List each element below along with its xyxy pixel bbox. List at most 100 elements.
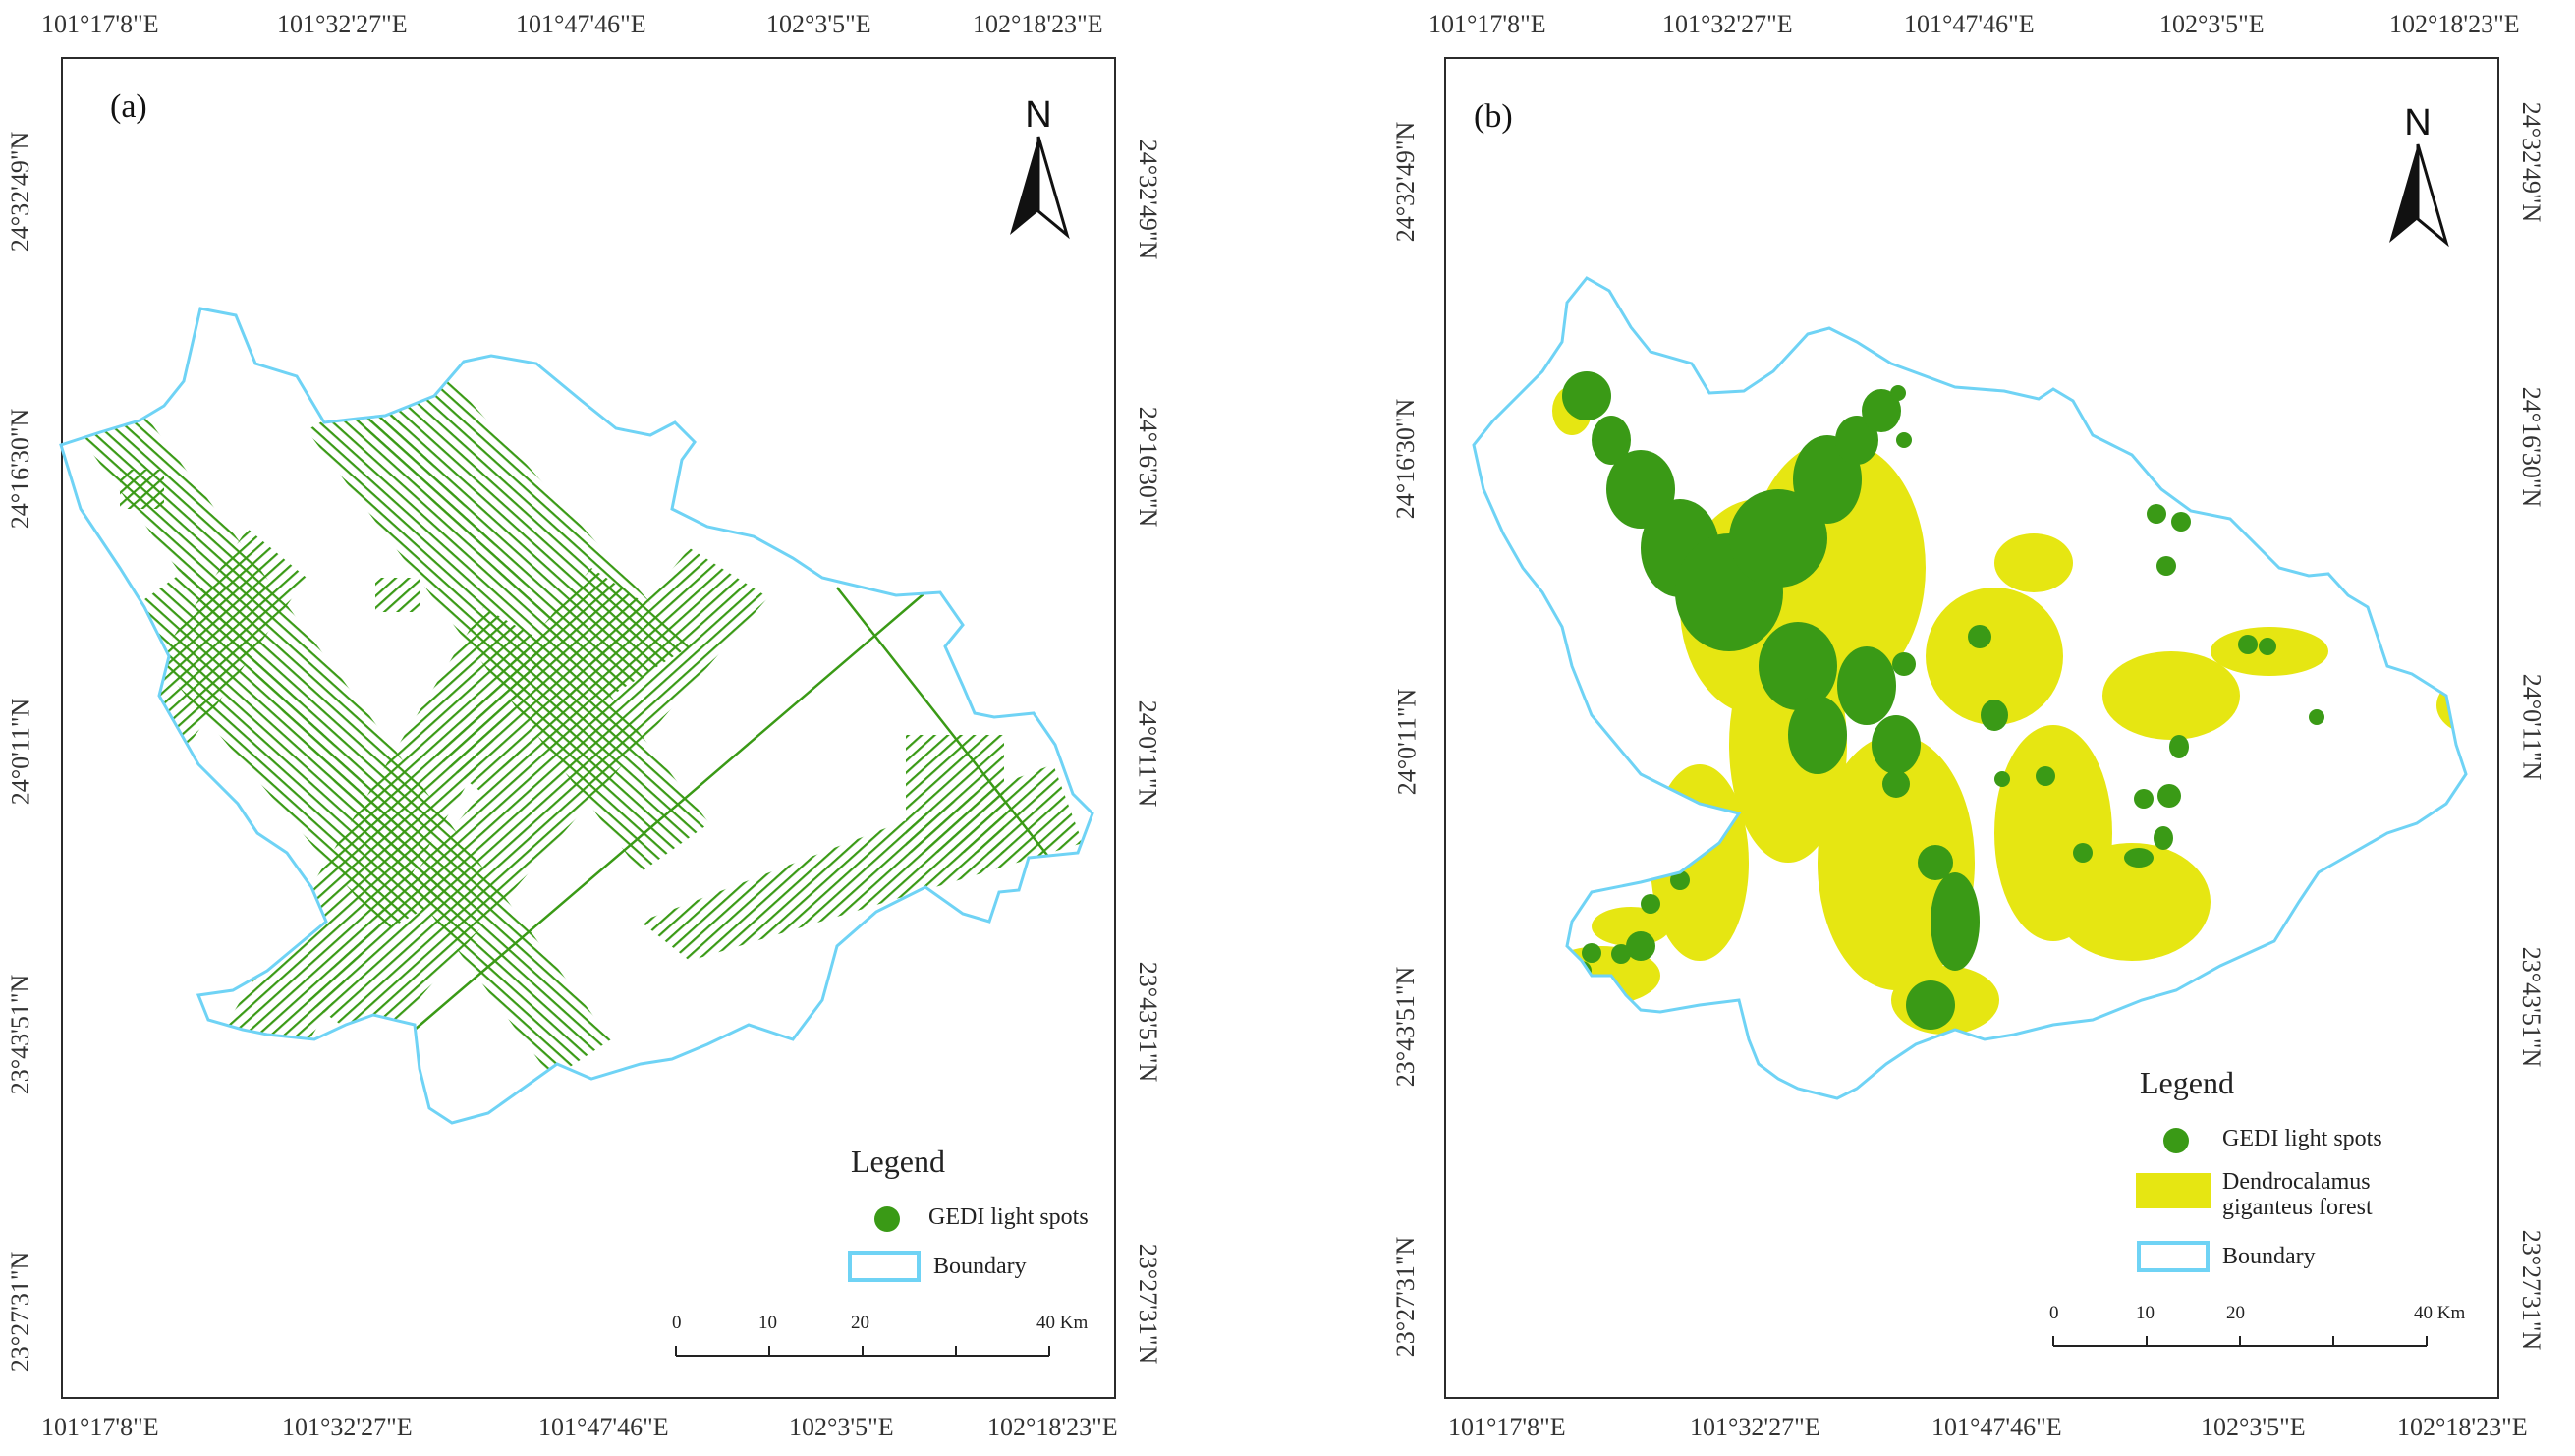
- boundary-outline: [1472, 276, 2468, 1100]
- panel-b-top-tick: 101°32'27"E: [1662, 10, 1793, 38]
- gedi-track-band: [140, 529, 307, 745]
- panel-b-bottom-tick: 101°17'8"E: [1448, 1413, 1566, 1441]
- panel-a-north-arrow: N: [1004, 94, 1073, 250]
- panel-b-legend-boundary: Boundary: [2222, 1244, 2316, 1269]
- gedi-legend-icon: [874, 1206, 900, 1232]
- gedi-spot-cluster: [1626, 931, 1655, 961]
- panel-b-frame: [1444, 57, 2499, 1399]
- gedi-spot-cluster: [1862, 389, 1901, 432]
- gedi-spot-cluster: [1968, 625, 1991, 648]
- panel-a-left-tick: 24°0'11"N: [6, 698, 35, 806]
- scale-label: 20: [851, 1313, 869, 1333]
- gedi-spot-cluster: [1759, 622, 1837, 710]
- gedi-spot-cluster: [1994, 771, 2010, 787]
- gedi-spot-cluster: [2169, 735, 2189, 758]
- scale-label: 20: [2226, 1303, 2245, 1323]
- scale-label: 40 Km: [2414, 1303, 2466, 1323]
- north-arrow-icon: [2389, 143, 2449, 248]
- panel-a-legend-title: Legend: [851, 1144, 945, 1179]
- panel-a-right-tick: 24°16'30"N: [1134, 406, 1163, 528]
- gedi-spot-cluster: [1670, 870, 1690, 890]
- scale-label: 0: [672, 1313, 682, 1333]
- gedi-spot-cluster: [1882, 770, 1910, 798]
- panel-a-left-tick: 24°16'30"N: [6, 408, 35, 530]
- gedi-spot-cluster: [1906, 980, 1955, 1030]
- north-label: N: [2404, 102, 2432, 143]
- panel-b-scale-bar: [2052, 1336, 2428, 1347]
- gedi-spot-cluster: [2147, 504, 2166, 524]
- forest-patch: [1994, 533, 2073, 592]
- forest-patch: [2053, 843, 2211, 961]
- gedi-spot-cluster: [1892, 652, 1916, 676]
- gedi-spot-cluster: [1700, 1018, 1735, 1041]
- panel-b-right-tick: 24°0'11"N: [2517, 673, 2547, 781]
- panel-a-top-tick: 102°18'23"E: [973, 10, 1103, 38]
- gedi-spot-cluster: [2036, 766, 2055, 786]
- panel-a-bottom-tick: 102°18'23"E: [987, 1413, 1118, 1441]
- panel-b-left-tick: 24°16'30"N: [1391, 398, 1421, 520]
- panel-a-top-tick: 101°32'27"E: [277, 10, 408, 38]
- boundary-legend-icon: [848, 1251, 921, 1282]
- gedi-spot-cluster: [1981, 700, 2008, 731]
- panel-b-north-arrow: N: [2383, 102, 2452, 257]
- gedi-spot-cluster: [1788, 696, 1847, 774]
- panel-a-right-tick: 23°43'51"N: [1134, 961, 1163, 1083]
- boundary-legend-icon: [2137, 1241, 2210, 1272]
- gedi-spot-cluster: [1931, 872, 1980, 971]
- gedi-spot-cluster: [1562, 371, 1611, 420]
- panel-b-top-tick: 101°47'46"E: [1904, 10, 2035, 38]
- panel-b-right-tick: 24°16'30"N: [2517, 386, 2547, 508]
- gedi-spot-cluster: [2238, 635, 2258, 654]
- panel-b-label: (b): [1474, 98, 1513, 135]
- gedi-spot-cluster: [2156, 556, 2176, 576]
- panel-a-top-tick: 101°47'46"E: [516, 10, 646, 38]
- gedi-spot-cluster: [2124, 848, 2154, 868]
- panel-b-right-tick: 23°43'51"N: [2517, 946, 2547, 1068]
- panel-b-top-tick: 102°3'5"E: [2159, 10, 2265, 38]
- gedi-track-line: [414, 591, 926, 1031]
- panel-b-bottom-tick: 102°3'5"E: [2201, 1413, 2306, 1441]
- gedi-cluster: [120, 470, 164, 509]
- north-arrow-icon: [1010, 136, 1070, 240]
- panel-a-right-tick: 23°27'31"N: [1134, 1243, 1163, 1365]
- forest-legend-icon: [2136, 1173, 2211, 1208]
- scale-label: 0: [2049, 1303, 2059, 1323]
- gedi-cluster: [149, 1000, 189, 1025]
- panel-b-legend-forest: Dendrocalamus giganteus forest: [2222, 1169, 2373, 1220]
- forest-patch: [1926, 588, 2063, 725]
- panel-a-map: [59, 307, 1094, 1125]
- panel-a-legend-gedi: GEDI light spots: [928, 1204, 1089, 1230]
- gedi-track-band: [434, 568, 650, 794]
- scale-label: 10: [758, 1313, 777, 1333]
- gedi-spot-cluster: [1872, 715, 1921, 774]
- gedi-spot-cluster: [1835, 416, 1878, 465]
- panel-a-bottom-tick: 102°3'5"E: [789, 1413, 894, 1441]
- panel-b-top-tick: 102°18'23"E: [2389, 10, 2520, 38]
- north-label: N: [1025, 94, 1052, 136]
- panel-b-left-tick: 24°32'49"N: [1391, 121, 1421, 243]
- panel-a-left-tick: 23°27'31"N: [6, 1251, 35, 1372]
- panel-a-legend-boundary: Boundary: [933, 1254, 1027, 1279]
- gedi-spot-cluster: [2157, 784, 2181, 808]
- forest-patch: [2102, 651, 2240, 740]
- panel-b-bottom-tick: 101°47'46"E: [1931, 1413, 2062, 1441]
- panel-b-top-tick: 101°17'8"E: [1428, 10, 1546, 38]
- gedi-spot-cluster: [1890, 385, 1906, 401]
- panel-b-legend-title: Legend: [2140, 1065, 2234, 1100]
- scale-label: 40 Km: [1036, 1313, 1089, 1333]
- gedi-spot-cluster: [1837, 646, 1896, 725]
- panel-b-legend-gedi: GEDI light spots: [2222, 1126, 2382, 1151]
- gedi-spot-cluster: [2134, 789, 2154, 809]
- panel-b-bottom-tick: 102°18'23"E: [2397, 1413, 2528, 1441]
- scale-label: 10: [2136, 1303, 2155, 1323]
- gedi-cluster: [375, 578, 420, 612]
- gedi-spot-cluster: [2171, 512, 2191, 532]
- gedi-spot-cluster: [2309, 709, 2324, 725]
- panel-b-map: [1472, 276, 2468, 1100]
- gedi-cluster: [906, 735, 1004, 853]
- gedi-legend-icon: [2163, 1128, 2189, 1153]
- gedi-spot-cluster: [2073, 843, 2093, 863]
- panel-a-bottom-tick: 101°32'27"E: [282, 1413, 413, 1441]
- panel-a-label: (a): [110, 88, 147, 125]
- gedi-spot-cluster: [1582, 943, 1601, 963]
